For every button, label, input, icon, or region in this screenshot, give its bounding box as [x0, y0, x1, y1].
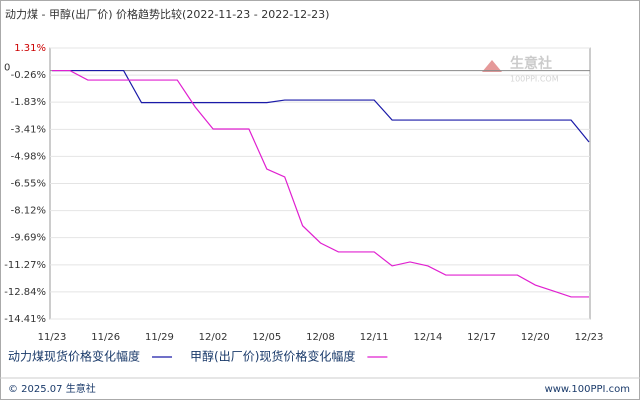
y-tick-label: -8.12%	[11, 206, 46, 217]
y-tick-label: -0.26%	[11, 70, 46, 81]
footer-left: © 2025.07 生意社	[8, 382, 96, 395]
y-tick-label: 0	[4, 63, 10, 74]
x-tick-label: 12/08	[306, 332, 335, 343]
legend-label: 动力煤现货价格变化幅度	[8, 349, 140, 364]
chart-title: 动力煤 - 甲醇(出厂价) 价格趋势比较(2022-11-23 - 2022-1…	[5, 7, 329, 21]
x-tick-label: 12/23	[575, 332, 604, 343]
y-tick-label: -14.41%	[4, 314, 46, 325]
y-tick-label: -4.98%	[11, 151, 46, 162]
x-tick-label: 12/02	[199, 332, 228, 343]
watermark-name: 生意社	[510, 55, 552, 72]
x-tick-label: 11/29	[145, 332, 174, 343]
footer-right: www.100PPI.com	[545, 384, 630, 395]
x-tick-label: 12/14	[413, 332, 442, 343]
x-tick-label: 11/23	[38, 332, 67, 343]
y-tick-label: -9.69%	[11, 233, 46, 244]
y-tick-label: -12.84%	[4, 287, 46, 298]
x-tick-label: 12/20	[521, 332, 550, 343]
watermark-logo	[482, 60, 502, 72]
x-tick-label: 11/26	[91, 332, 120, 343]
x-tick-label: 12/05	[252, 332, 281, 343]
watermark: 生意社 100PPI.COM	[482, 55, 559, 84]
y-tick-label: -3.41%	[11, 124, 46, 135]
y-tick-label: 1.31%	[14, 43, 46, 54]
y-tick-label: -6.55%	[11, 179, 46, 190]
x-tick-label: 12/17	[467, 332, 496, 343]
y-tick-label: -1.83%	[11, 97, 46, 108]
y-tick-label: -11.27%	[4, 260, 46, 271]
series-line	[52, 69, 589, 298]
legend-label: 甲醇(出厂价)现货价格变化幅度	[190, 349, 355, 364]
watermark-site: 100PPI.COM	[510, 75, 559, 84]
series-line	[52, 69, 590, 143]
x-tick-label: 12/11	[360, 332, 389, 343]
